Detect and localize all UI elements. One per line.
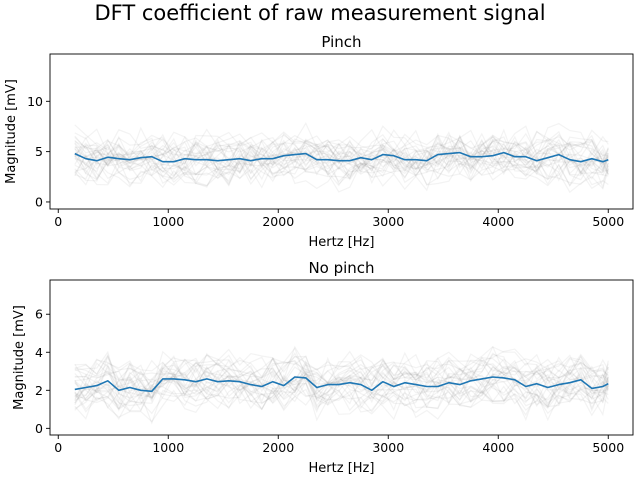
- no-pinch-x-tick-label: 4000: [482, 440, 514, 455]
- pinch-x-tick-label: 5000: [592, 214, 624, 229]
- no-pinch-background-trace: [74, 375, 609, 409]
- no-pinch-background-trace: [74, 371, 609, 407]
- no-pinch-background-trace: [74, 345, 609, 386]
- pinch-x-tick-label: 2000: [262, 214, 294, 229]
- no-pinch-axes-frame: [49, 279, 634, 436]
- no-pinch-background-trace: [74, 372, 609, 415]
- no-pinch-background-trace: [74, 353, 609, 395]
- pinch-background-trace: [74, 148, 609, 185]
- pinch-background-trace: [74, 134, 609, 173]
- no-pinch-y-axis-label: Magnitude [mV]: [12, 305, 27, 410]
- pinch-y-axis-label: Magnitude [mV]: [4, 79, 19, 184]
- pinch-background-trace: [74, 153, 609, 190]
- pinch-background-trace: [74, 137, 609, 173]
- pinch-background-trace: [74, 147, 609, 186]
- pinch-background-trace: [74, 131, 609, 170]
- no-pinch-panel: 0 1000 2000 3000 4000 5000 0 2 4 6 No pinch Hertz […: [12, 259, 634, 476]
- no-pinch-panel-title: No pinch: [308, 259, 374, 277]
- no-pinch-background-trace: [74, 380, 609, 425]
- no-pinch-background-trace: [74, 372, 609, 410]
- pinch-background-trace: [74, 125, 609, 160]
- pinch-background-trace: [74, 132, 609, 171]
- no-pinch-y-tick-label: 4: [35, 345, 43, 360]
- pinch-background-trace: [74, 134, 609, 167]
- pinch-background-trace: [74, 135, 609, 171]
- pinch-y-tick-label: 0: [35, 194, 43, 209]
- pinch-background-trace: [74, 136, 609, 176]
- pinch-background-trace: [74, 153, 609, 194]
- no-pinch-x-axis-label: Hertz [Hz]: [309, 461, 375, 476]
- pinch-y-tick-label: 5: [35, 144, 43, 159]
- pinch-axes-frame: [49, 53, 634, 210]
- pinch-background-trace: [74, 146, 609, 181]
- no-pinch-background-trace: [74, 379, 609, 412]
- pinch-background-trace: [74, 149, 609, 186]
- no-pinch-background-trace: [74, 352, 609, 392]
- no-pinch-x-tick-label: 1000: [152, 440, 184, 455]
- no-pinch-x-tick-label: 5000: [592, 440, 624, 455]
- no-pinch-background-traces: [74, 345, 609, 425]
- no-pinch-background-trace: [74, 345, 609, 391]
- pinch-x-tick-label: 0: [54, 214, 62, 229]
- no-pinch-y-tick-label: 2: [35, 383, 43, 398]
- no-pinch-background-trace: [74, 355, 609, 389]
- no-pinch-background-trace: [74, 346, 609, 388]
- no-pinch-x-tick-label: 0: [54, 440, 62, 455]
- no-pinch-x-tick-label: 3000: [372, 440, 404, 455]
- no-pinch-y-tick-label: 0: [35, 421, 43, 436]
- no-pinch-background-trace: [74, 347, 609, 388]
- pinch-background-traces: [74, 122, 609, 194]
- pinch-y-tick-label: 10: [27, 94, 43, 109]
- pinch-background-trace: [74, 122, 609, 158]
- no-pinch-background-trace: [74, 365, 609, 407]
- no-pinch-background-trace: [74, 382, 609, 423]
- pinch-panel-title: Pinch: [321, 33, 361, 51]
- pinch-x-axis-label: Hertz [Hz]: [309, 235, 375, 250]
- no-pinch-background-trace: [74, 352, 609, 399]
- pinch-background-trace: [74, 128, 609, 166]
- no-pinch-background-trace: [74, 365, 609, 408]
- pinch-background-trace: [74, 134, 609, 170]
- pinch-background-trace: [74, 138, 609, 177]
- no-pinch-background-trace: [74, 360, 609, 400]
- pinch-background-trace: [74, 135, 609, 172]
- no-pinch-background-trace: [74, 350, 609, 393]
- no-pinch-background-trace: [74, 369, 609, 404]
- pinch-background-trace: [74, 124, 609, 161]
- pinch-background-trace: [74, 152, 609, 190]
- pinch-background-trace: [74, 141, 609, 179]
- no-pinch-background-trace: [74, 355, 609, 397]
- no-pinch-background-trace: [74, 361, 609, 403]
- pinch-background-trace: [74, 136, 609, 178]
- no-pinch-mean-line: [74, 376, 609, 393]
- pinch-background-trace: [74, 147, 609, 181]
- no-pinch-y-tick-label: 6: [35, 307, 43, 322]
- pinch-x-tick-label: 1000: [152, 214, 184, 229]
- pinch-mean-line: [74, 151, 609, 163]
- no-pinch-background-trace: [74, 372, 609, 410]
- no-pinch-background-trace: [74, 352, 609, 398]
- pinch-background-trace: [74, 150, 609, 187]
- pinch-x-tick-label: 3000: [372, 214, 404, 229]
- no-pinch-background-trace: [74, 377, 609, 413]
- pinch-x-tick-label: 4000: [482, 214, 514, 229]
- no-pinch-x-tick-label: 2000: [262, 440, 294, 455]
- figure-suptitle: DFT coefficient of raw measurement signa…: [94, 1, 545, 25]
- pinch-panel: 0 1000 2000 3000 4000 5000 0 5 10 Pinch Hertz [Hz]…: [4, 33, 634, 250]
